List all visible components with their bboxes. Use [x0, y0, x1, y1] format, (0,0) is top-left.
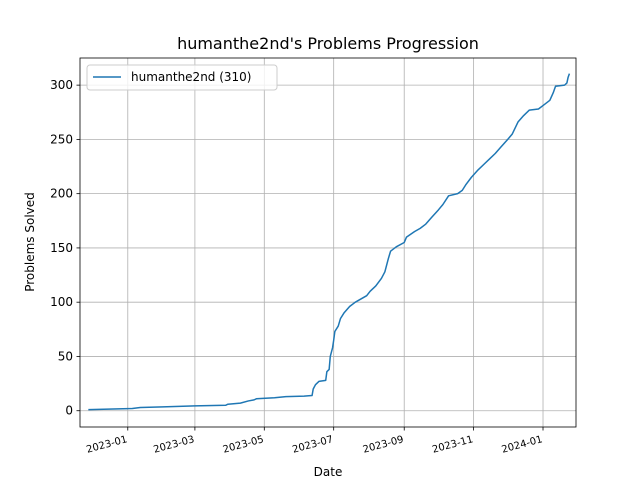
legend-box: [86, 64, 278, 91]
y-tick-label: 150: [50, 241, 73, 255]
series-line: [88, 73, 571, 411]
y-tick-label: 250: [50, 132, 73, 146]
legend-entry-label: humanthe2nd (310): [131, 70, 252, 84]
y-tick-label: 50: [58, 349, 73, 363]
y-tick-label: 200: [50, 187, 73, 201]
y-axis-label: Problems Solved: [23, 192, 37, 292]
chart-title: humanthe2nd's Problems Progression: [177, 34, 479, 53]
x-axis-label: Date: [314, 465, 343, 479]
legend: humanthe2nd (310): [86, 64, 278, 91]
plot-frame: [79, 57, 577, 428]
grid-layer: [80, 58, 576, 427]
y-tick-label: 100: [50, 295, 73, 309]
y-tick-label: 0: [65, 404, 73, 418]
series-layer: [88, 73, 571, 411]
y-tick-label: 300: [50, 78, 73, 92]
